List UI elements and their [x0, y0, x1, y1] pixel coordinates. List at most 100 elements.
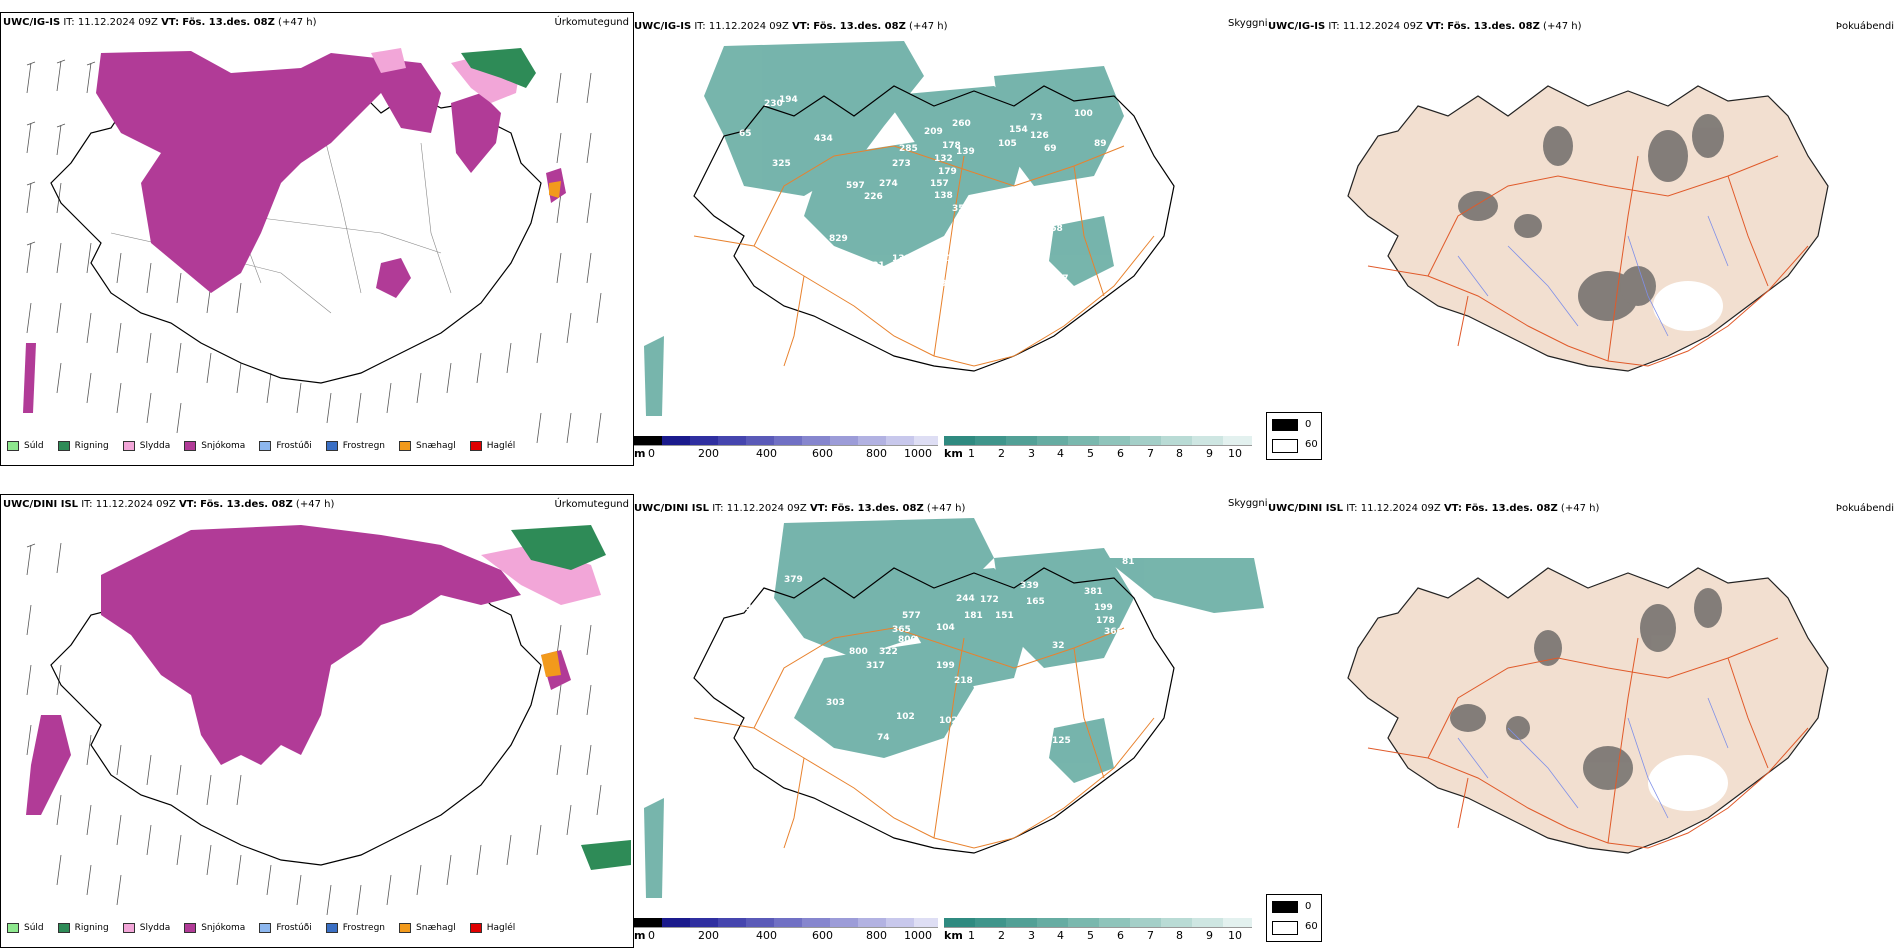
svg-text:72: 72 — [1014, 275, 1027, 285]
tick-label: 9 — [1206, 929, 1213, 942]
header-bottom-cloud: UWC/DINI ISL IT: 11.12.2024 09Z VT: Fös.… — [634, 503, 966, 514]
svg-text:102: 102 — [939, 716, 958, 726]
cloud-title-bottom: Skyggni — [1228, 498, 1268, 509]
tick-label: 3 — [1028, 447, 1035, 460]
svg-text:129: 129 — [928, 279, 947, 289]
visibility-unit: km — [944, 929, 963, 942]
svg-text:322: 322 — [879, 647, 898, 657]
legend-item: Frostregn — [325, 923, 385, 933]
svg-text:274: 274 — [879, 179, 898, 189]
cloud-labels-top: 230 194 65 325 434 285 209 260 178 273 1… — [739, 95, 1115, 301]
svg-text:199: 199 — [1094, 603, 1113, 613]
cloud-map-top: 230 194 65 325 434 285 209 260 178 273 1… — [644, 41, 1175, 416]
svg-text:97: 97 — [1056, 274, 1069, 284]
tick-label: 400 — [756, 447, 777, 460]
svg-text:126: 126 — [1030, 131, 1049, 141]
tick-label: 7 — [1147, 447, 1154, 460]
legend-item: Frostregn — [325, 441, 385, 451]
svg-text:138: 138 — [934, 191, 953, 201]
svg-text:209: 209 — [924, 127, 943, 137]
tick-label: 0 — [648, 447, 655, 460]
svg-text:132: 132 — [934, 154, 953, 164]
fog-panel-bottom: UWC/DINI ISL IT: 11.12.2024 09Z VT: Fös.… — [1268, 494, 1900, 946]
legend-item: Snjókoma — [184, 923, 245, 933]
svg-text:381: 381 — [1084, 587, 1103, 597]
cloudbase-unit: m — [634, 929, 646, 942]
visibility-colorbar-top: km 1 2 3 4 5 6 7 8 9 10 — [944, 436, 1252, 462]
tick-label: 10 — [1228, 929, 1242, 942]
tick-label: 8 — [1176, 447, 1183, 460]
cloud-map-bottom: 379 232 339 577 244 365 800 181 800 322 … — [644, 518, 1264, 898]
fog-min-swatch — [1272, 921, 1298, 935]
svg-text:110: 110 — [940, 254, 959, 264]
fog-min-label: 60 — [1305, 439, 1318, 450]
svg-text:230: 230 — [764, 99, 783, 109]
precip-legend-top: Súld Rigning Slydda Snjókoma Frostúði Fr… — [7, 441, 529, 451]
precip-title-top: Úrkomutegund — [554, 17, 629, 28]
legend-item: Frostúði — [259, 441, 312, 451]
legend-item: Súld — [7, 923, 44, 933]
legend-item: Haglél — [469, 441, 515, 451]
visibility-colorbar-bottom: km 1 2 3 4 5 6 7 8 9 10 — [944, 918, 1252, 944]
wind-barbs — [26, 59, 602, 444]
svg-text:178: 178 — [942, 141, 961, 151]
precip-panel-bottom: UWC/DINI ISL IT: 11.12.2024 09Z VT: Fös.… — [0, 494, 634, 948]
svg-text:74: 74 — [877, 733, 890, 743]
svg-text:100: 100 — [1074, 109, 1093, 119]
svg-text:339: 339 — [779, 629, 798, 639]
svg-text:194: 194 — [779, 95, 798, 105]
cloud-panel-bottom: UWC/DINI ISL IT: 11.12.2024 09Z VT: Fös.… — [634, 494, 1322, 946]
fog-legend-top: 0 60 — [1266, 412, 1322, 460]
svg-text:157: 157 — [930, 179, 949, 189]
tick-label: 0 — [648, 929, 655, 942]
legend-item: Frostúði — [259, 923, 312, 933]
tick-label: 400 — [756, 929, 777, 942]
svg-text:366: 366 — [1104, 627, 1123, 637]
svg-text:829: 829 — [829, 234, 848, 244]
header-top-cloud: UWC/IG-IS IT: 11.12.2024 09Z VT: Fös. 13… — [634, 21, 948, 32]
svg-text:800: 800 — [898, 635, 917, 645]
svg-text:54: 54 — [1114, 701, 1127, 711]
svg-text:179: 179 — [938, 167, 957, 177]
svg-text:124: 124 — [1124, 541, 1143, 551]
header-top-precip: UWC/IG-IS IT: 11.12.2024 09Z VT: Fös. 13… — [3, 17, 317, 28]
fog-max-label: 0 — [1305, 901, 1312, 912]
svg-text:260: 260 — [952, 119, 971, 129]
tick-label: 6 — [1117, 929, 1124, 942]
legend-item: Súld — [7, 441, 44, 451]
fog-min-label: 60 — [1305, 921, 1318, 932]
svg-text:325: 325 — [772, 159, 791, 169]
fog-max-label: 0 — [1305, 419, 1312, 430]
svg-text:69: 69 — [1044, 144, 1057, 154]
tick-label: 1 — [968, 929, 975, 942]
tick-label: 4 — [1057, 929, 1064, 942]
cloudbase-bar — [634, 436, 938, 446]
svg-text:178: 178 — [1096, 616, 1115, 626]
fog-title-bottom: Þokuábendi — [1835, 503, 1894, 514]
cloudbase-colorbar-top: m 0 200 400 600 800 1000 — [634, 436, 938, 462]
precip-panel-top: UWC/IG-IS IT: 11.12.2024 09Z VT: Fös. 13… — [0, 12, 634, 466]
tick-label: 2 — [998, 929, 1005, 942]
svg-text:273: 273 — [892, 159, 911, 169]
header-bottom-fog: UWC/DINI ISL IT: 11.12.2024 09Z VT: Fös.… — [1268, 503, 1600, 514]
svg-text:100: 100 — [851, 291, 870, 301]
legend-item: Snæhagl — [399, 441, 456, 451]
fog-title-top: Þokuábendi — [1835, 21, 1894, 32]
svg-text:434: 434 — [814, 134, 833, 144]
svg-text:524: 524 — [807, 251, 826, 261]
precip-legend-bottom: Súld Rigning Slydda Snjókoma Frostúði Fr… — [7, 923, 529, 933]
tick-label: 6 — [1117, 447, 1124, 460]
visibility-bar — [944, 436, 1252, 446]
snow-areas — [23, 51, 566, 413]
visibility-bar — [944, 918, 1252, 928]
svg-text:73: 73 — [1030, 113, 1043, 123]
svg-text:47: 47 — [1050, 676, 1063, 686]
cloudbase-colorbar-bottom: m 0 200 400 600 800 1000 — [634, 918, 938, 944]
tick-label: 7 — [1147, 929, 1154, 942]
svg-text:105: 105 — [998, 139, 1017, 149]
header-top-fog: UWC/IG-IS IT: 11.12.2024 09Z VT: Fös. 13… — [1268, 21, 1582, 32]
cloudbase-bar — [634, 918, 938, 928]
svg-text:181: 181 — [964, 611, 983, 621]
svg-text:285: 285 — [899, 144, 918, 154]
legend-item: Snjókoma — [184, 441, 245, 451]
